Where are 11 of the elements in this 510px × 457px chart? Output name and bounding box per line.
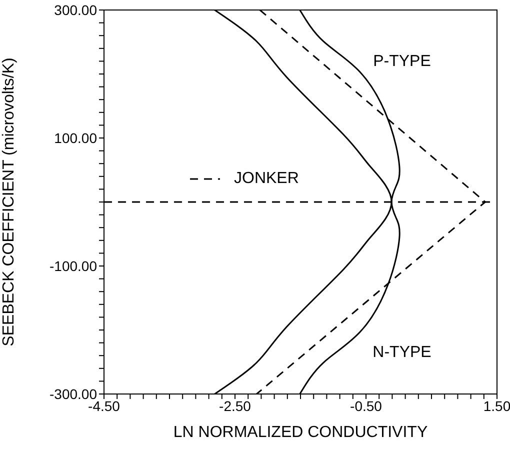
y-tick-label: 100.00 [54, 130, 98, 146]
y-axis-title: SEEBECK COEFFICIENT (microvolts/K) [0, 58, 18, 346]
x-tick-label: -0.50 [350, 398, 382, 414]
x-axis-title: LN NORMALIZED CONDUCTIVITY [173, 424, 428, 441]
annotation: P-TYPE [373, 53, 431, 71]
y-tick-label: -100.00 [50, 258, 98, 274]
x-tick-label: 1.50 [483, 398, 510, 414]
legend-label: JONKER [234, 170, 299, 188]
y-tick-label: 300.00 [54, 2, 98, 18]
annotation: N-TYPE [372, 344, 432, 362]
x-tick-label: -2.50 [219, 398, 252, 414]
